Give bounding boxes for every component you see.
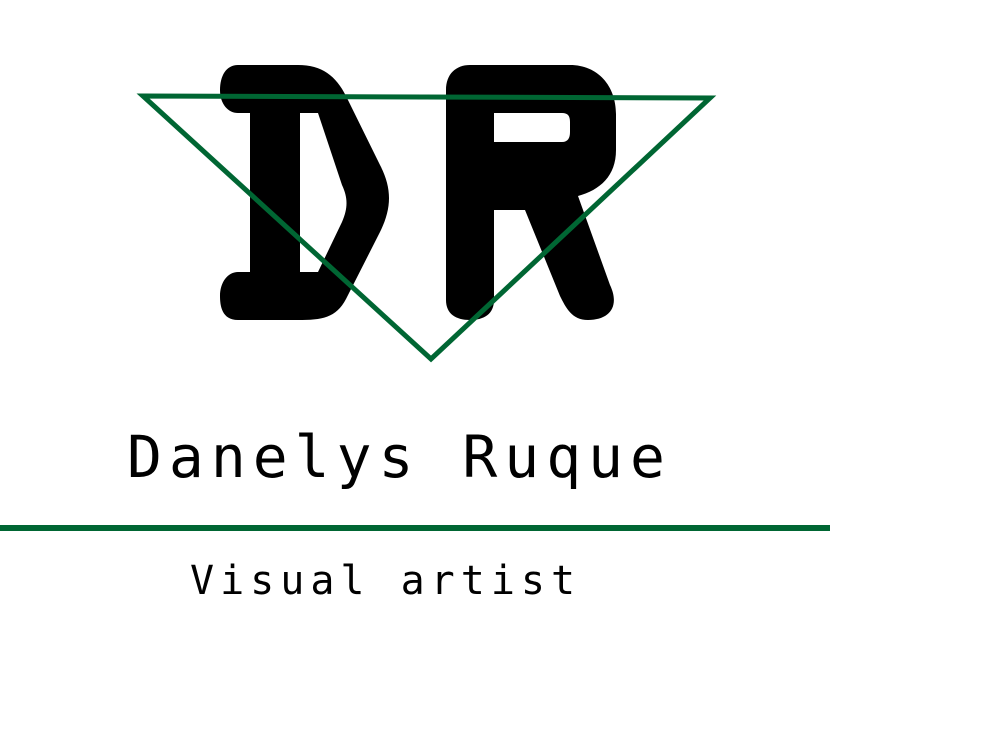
dr-monogram-logo xyxy=(136,65,717,363)
artist-title: Visual artist xyxy=(190,558,582,604)
logo-triangle-outline xyxy=(136,93,717,363)
artist-name: Danelys Ruque xyxy=(127,423,672,491)
divider-line xyxy=(0,525,830,531)
logo-letter-r xyxy=(446,65,616,320)
logo-letter-d xyxy=(220,65,389,320)
